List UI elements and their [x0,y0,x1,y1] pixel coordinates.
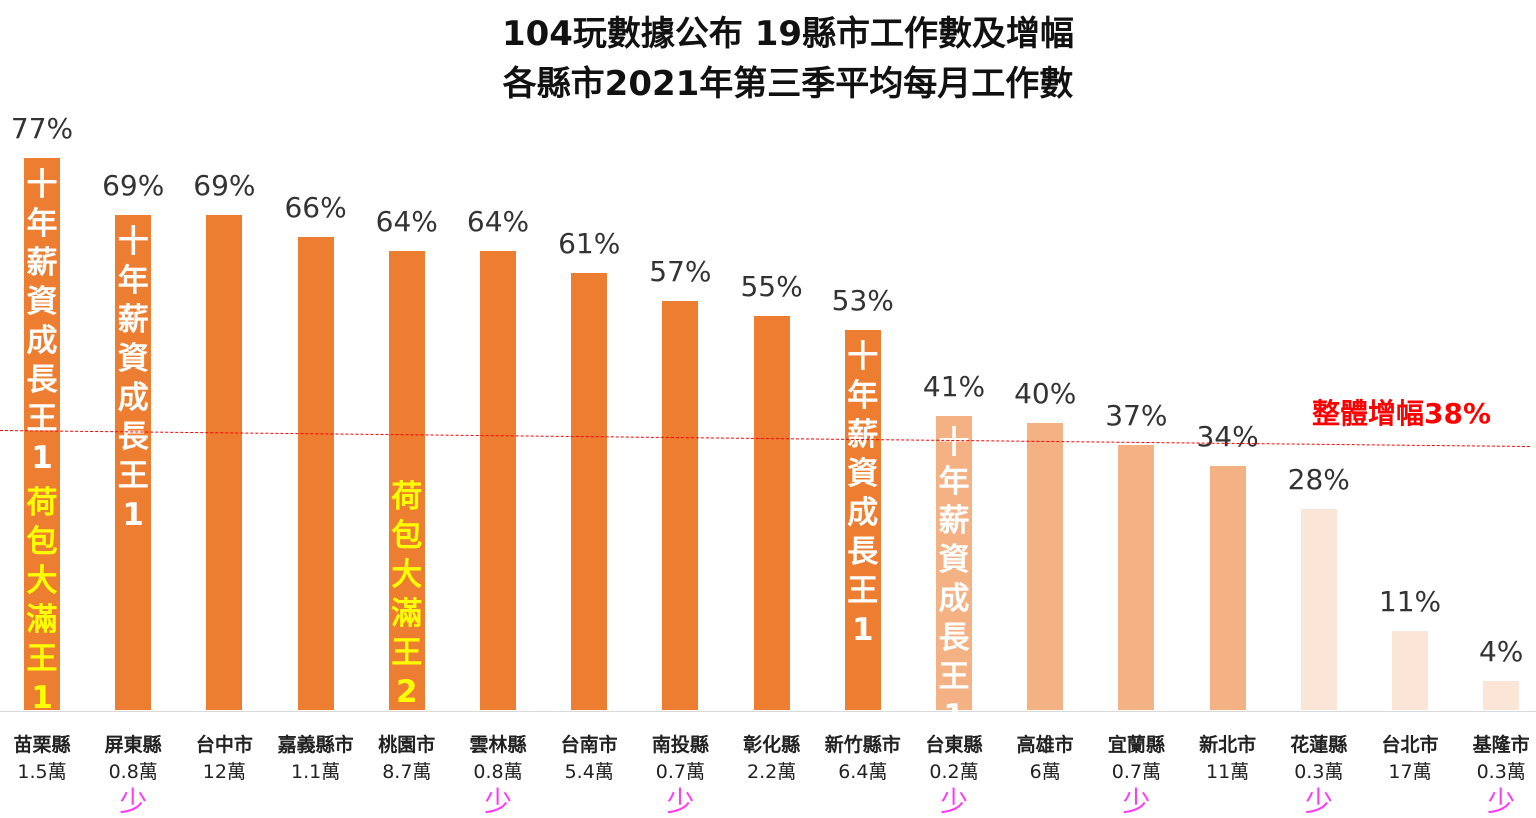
x-tick-label: 新竹縣市 [824,734,901,756]
jobs-label: 0.2萬 [929,761,979,783]
bar [480,251,516,710]
jobs-label: 1.1萬 [290,761,341,783]
data-label: 11% [1378,585,1442,619]
bar [297,236,334,710]
bar-annotation: 荷包大滿王2 [391,479,423,710]
x-tick-label: 宜蘭縣 [1107,734,1165,756]
bar [662,301,699,710]
jobs-label: 1.5萬 [17,761,67,783]
data-label: 69% [102,169,165,203]
bar [24,157,60,710]
data-label: 4% [1478,635,1524,669]
few-jobs-mark: 少 [1487,785,1516,818]
bar-annotation: 十年薪資成長王1 [26,166,58,476]
bar [1209,466,1246,710]
x-tick-label: 苗栗縣 [13,734,71,756]
few-jobs-mark: 少 [939,785,968,818]
bar [1118,444,1155,710]
jobs-label: 11萬 [1206,761,1250,783]
x-tick-label: 嘉義縣市 [277,734,354,756]
chart-title-line-1: 104玩數據公布 19縣市工作數及增幅 [501,14,1075,54]
data-label: 34% [1196,420,1259,454]
x-tick-label: 花蓮縣 [1290,734,1348,756]
x-tick-label: 台東縣 [925,734,983,756]
jobs-label: 5.4萬 [564,761,614,783]
data-label: 61% [558,226,621,260]
x-tick-label: 屏東縣 [104,734,162,756]
x-tick-label: 台中市 [195,734,253,756]
jobs-label: 0.7萬 [1111,761,1161,783]
jobs-label: 0.3萬 [1476,761,1526,783]
bar [936,416,972,710]
bar-annotation: 十年薪資成長王1 [938,425,970,735]
few-jobs-mark: 少 [483,785,512,818]
data-label: 57% [649,255,712,289]
few-jobs-mark: 少 [666,785,695,818]
bar [1027,423,1064,710]
jobs-label: 2.2萬 [746,761,797,783]
reference-line-label: 整體增幅38% [1312,396,1492,430]
jobs-label: 0.7萬 [655,761,705,783]
bar [571,272,608,710]
data-label: 64% [466,205,530,239]
jobs-label: 6.4萬 [838,761,888,783]
bar [1300,509,1337,710]
x-tick-label: 台南市 [560,734,618,756]
x-tick-label: 基隆市 [1472,734,1530,756]
bar [844,329,881,710]
x-tick-label: 彰化縣 [743,734,801,756]
data-label: 40% [1014,377,1077,411]
data-label: 69% [193,169,256,203]
x-tick-label: 高雄市 [1016,734,1074,756]
jobs-label: 0.8萬 [473,761,523,783]
bar [1392,631,1428,710]
jobs-label: 12萬 [202,761,246,783]
few-jobs-mark: 少 [119,785,148,818]
x-tick-label: 雲林縣 [469,734,527,756]
chart-title-line-2: 各縣市2021年第三季平均每月工作數 [502,64,1074,104]
jobs-label: 8.7萬 [382,761,432,783]
data-label: 77% [10,111,74,145]
x-axis-line [0,711,1536,712]
data-label: 41% [922,370,986,404]
data-label: 64% [375,205,438,239]
data-label: 66% [284,190,347,224]
data-label: 28% [1287,463,1350,497]
x-tick-label: 桃園市 [378,734,436,756]
data-label: 55% [740,269,803,303]
jobs-label: 0.8萬 [108,761,158,783]
bar [115,215,152,710]
few-jobs-mark: 少 [1304,785,1333,818]
data-label: 53% [831,283,894,317]
jobs-label: 6萬 [1029,761,1061,783]
bar-annotation: 十年薪資成長王1 [117,224,149,534]
x-tick-label: 新北市 [1199,734,1257,756]
x-tick-label: 台北市 [1381,734,1439,756]
bar [388,251,425,710]
bar [753,315,790,710]
data-label: 37% [1105,398,1168,432]
bar [1483,681,1520,710]
bar-annotation: 荷包大滿王1 [26,484,58,716]
jobs-label: 17萬 [1388,761,1432,783]
bar-annotation: 十年薪資成長王1 [847,338,879,648]
bar [206,215,243,710]
jobs-label: 0.3萬 [1294,761,1344,783]
x-tick-label: 南投縣 [651,734,709,756]
few-jobs-mark: 少 [1122,785,1151,818]
